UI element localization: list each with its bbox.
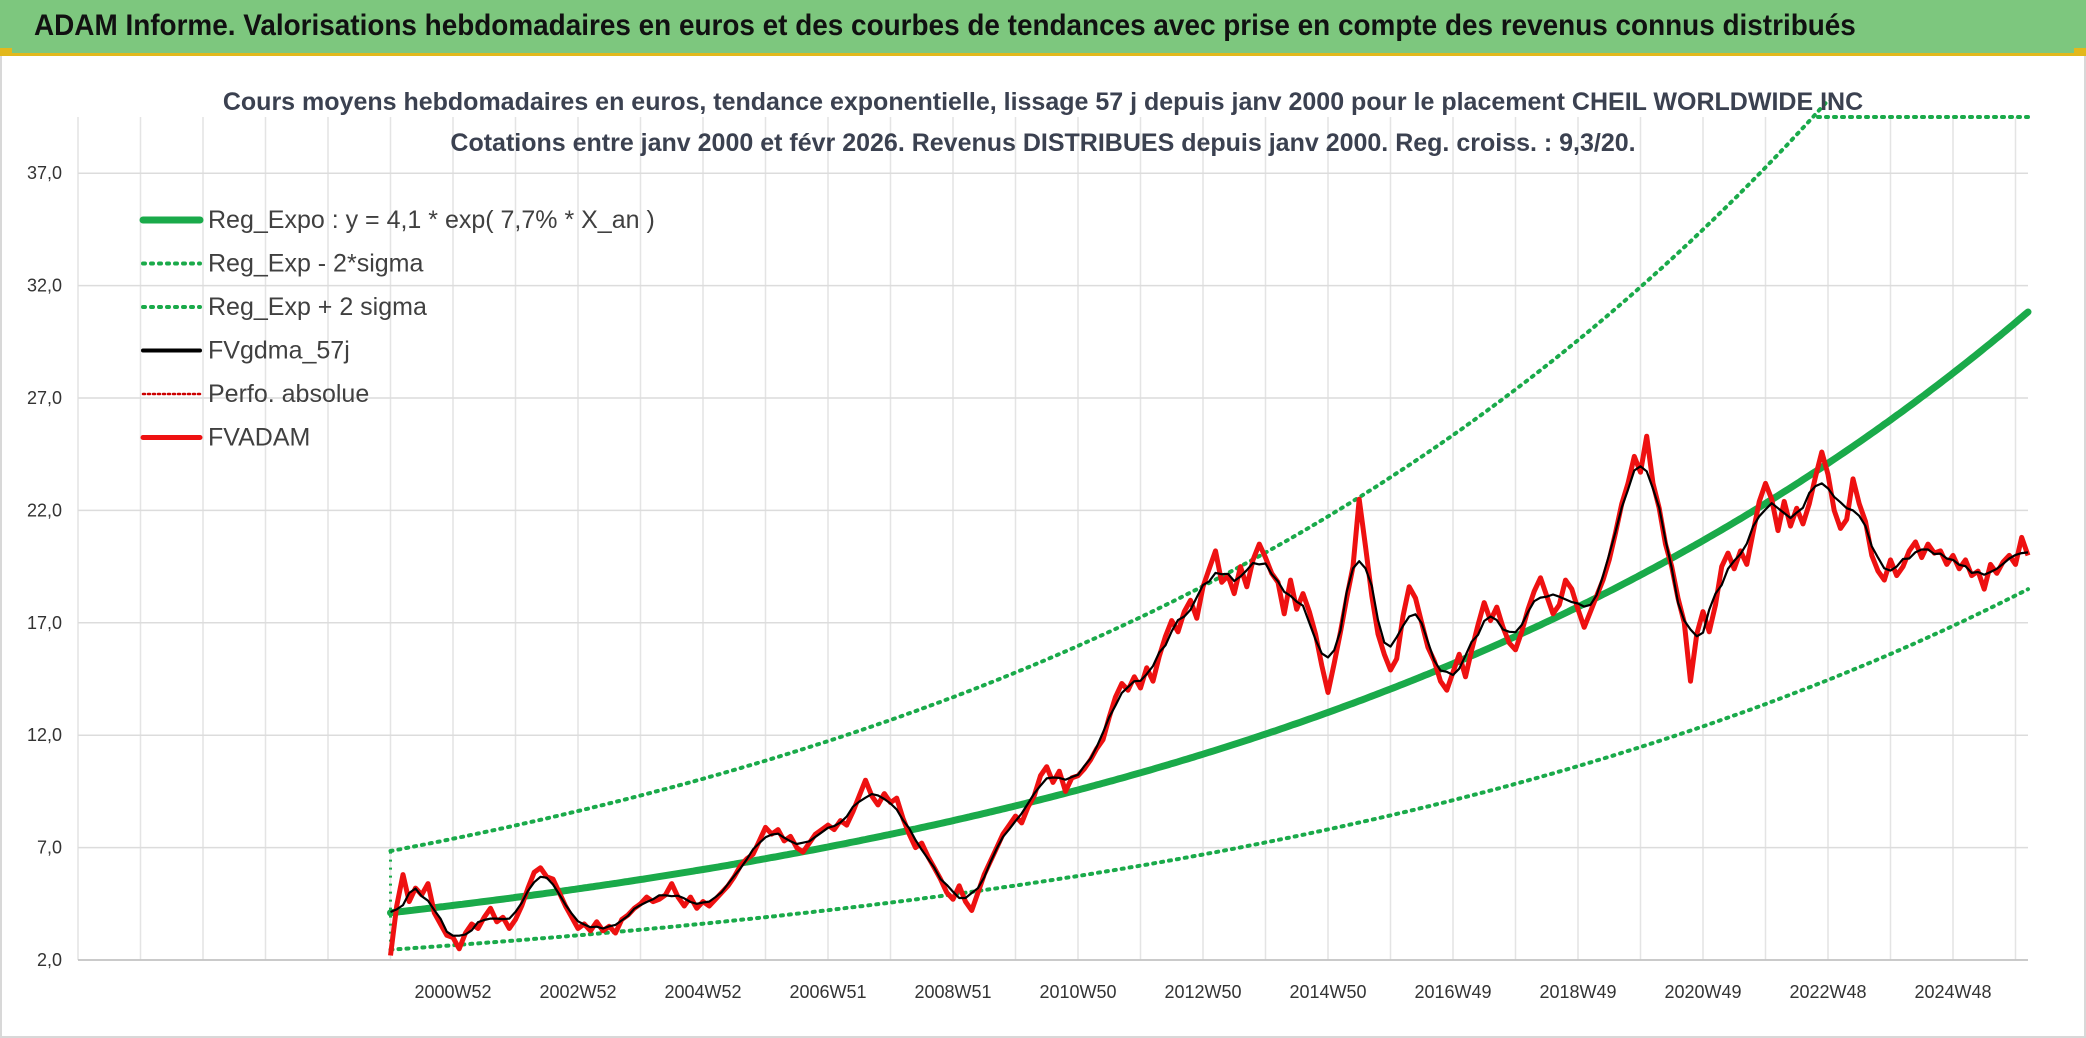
legend-label: Reg_Expo : y = 4,1 * exp( 7,7% * X_an ) [208,206,655,234]
legend-label: FVADAM [208,424,310,452]
y-tick-label: 32,0 [27,276,62,296]
legend: Reg_Expo : y = 4,1 * exp( 7,7% * X_an ) R… [139,206,655,452]
legend-label: FVgdma_57j [208,337,350,365]
report-title: ADAM Informe. Valorisations hebdomadaire… [34,9,1856,42]
x-tick-label: 2000W52 [414,982,491,1002]
y-tick-label: 2,0 [37,950,62,970]
chart-title: Cours moyens hebdomadaires en euros, ten… [223,88,1863,116]
y-tick-label: 17,0 [27,613,62,633]
x-tick-label: 2004W52 [664,982,741,1002]
series-reg-upper-line [388,100,1832,853]
x-tick-label: 2020W49 [1664,982,1741,1002]
x-tick-label: 2018W49 [1539,982,1616,1002]
y-axis-ticks: 2,0 7,0 12,0 17,0 22,0 27,0 32,0 37,0 [27,163,62,970]
x-tick-label: 2012W50 [1164,982,1241,1002]
y-tick-label: 27,0 [27,388,62,408]
legend-label: Perfo. absolue [208,380,369,408]
legend-label: Reg_Exp + 2 sigma [208,293,427,321]
x-tick-label: 2024W48 [1914,982,1991,1002]
chart-frame [0,56,2086,1038]
y-tick-label: 37,0 [27,163,62,183]
banner-corner-left [0,48,12,56]
x-tick-label: 2014W50 [1289,982,1366,1002]
chart-subtitle: Cotations entre janv 2000 et févr 2026. … [450,129,1635,157]
grid-lines [77,117,2028,961]
x-axis-ticks: 2000W52 2002W52 2004W52 2006W51 2008W51 2010W… [414,982,1991,1002]
x-tick-label: 2016W49 [1414,982,1491,1002]
series-group [387,100,2032,956]
title-banner: ADAM Informe. Valorisations hebdomadaire… [0,0,2086,56]
y-tick-label: 12,0 [27,725,62,745]
x-tick-label: 2022W48 [1789,982,1866,1002]
y-tick-label: 22,0 [27,500,62,520]
banner-corner-right [2074,48,2086,56]
x-tick-label: 2010W50 [1039,982,1116,1002]
x-tick-label: 2002W52 [539,982,616,1002]
y-tick-label: 7,0 [37,838,62,858]
series-layer [387,100,2036,956]
series-reg-lower-line [388,587,2030,952]
x-tick-label: 2006W51 [789,982,866,1002]
series-gdma-line [390,465,2029,937]
x-tick-label: 2008W51 [914,982,991,1002]
legend-label: Reg_Exp - 2*sigma [208,250,423,278]
series-reg-expo-line [387,308,2032,917]
